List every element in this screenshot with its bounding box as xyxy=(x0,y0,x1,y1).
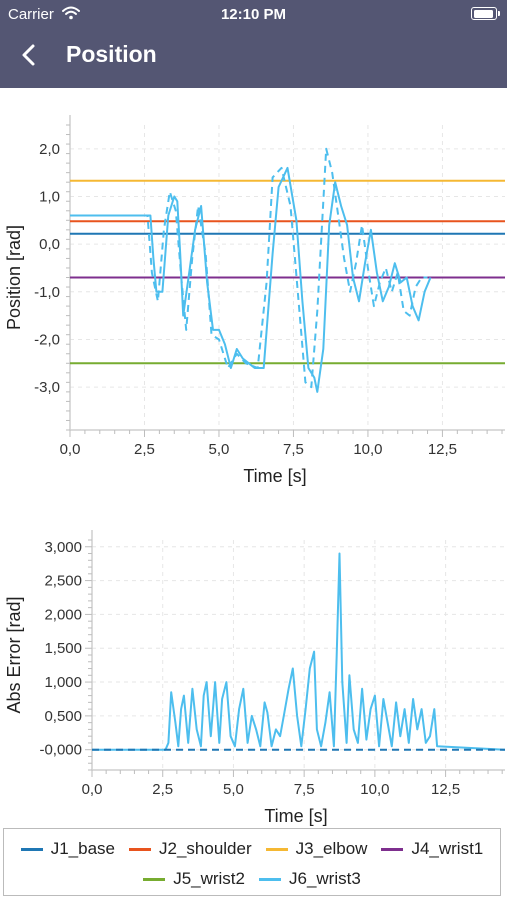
x-tick-label: 0,0 xyxy=(82,781,103,798)
legend-row: J5_wrist2 J6_wrist3 xyxy=(4,869,500,889)
x-tick-label: 2,5 xyxy=(134,441,155,458)
y-tick-label: -3,0 xyxy=(34,379,60,396)
y-tick-label: 1,000 xyxy=(44,674,82,691)
carrier-label: Carrier xyxy=(8,6,54,23)
legend-item-j5_wrist2: J5_wrist2 xyxy=(143,869,245,889)
legend-swatch xyxy=(20,847,43,851)
x-tick-label: 0,0 xyxy=(60,441,81,458)
series-line-j6_wrist3 xyxy=(70,147,428,389)
legend-item-j4_wrist1: J4_wrist1 xyxy=(381,839,483,859)
legend-swatch xyxy=(265,847,288,851)
page-title: Position xyxy=(66,41,157,67)
x-tick-label: 7,5 xyxy=(283,441,304,458)
y-axis-label: Position [rad] xyxy=(4,225,24,330)
legend-row: J1_base J2_shoulder J3_elbow J4_wrist1 xyxy=(4,839,500,859)
y-tick-label: 2,000 xyxy=(44,606,82,623)
chart-legend: J1_base J2_shoulder J3_elbow J4_wrist1 J5_w… xyxy=(3,828,501,896)
wifi-icon xyxy=(62,6,80,25)
x-tick-label: 7,5 xyxy=(294,781,315,798)
y-tick-label: -2,0 xyxy=(34,331,60,348)
y-tick-label: 3,000 xyxy=(44,539,82,556)
x-tick-label: 10,0 xyxy=(360,781,389,798)
y-tick-label: 2,0 xyxy=(39,141,60,158)
x-tick-label: 12,5 xyxy=(428,441,457,458)
y-tick-label: 0,500 xyxy=(44,708,82,725)
y-tick-label: -1,0 xyxy=(34,284,60,301)
y-axis-label: Abs Error [rad] xyxy=(4,596,24,713)
legend-item-j3_elbow: J3_elbow xyxy=(265,839,368,859)
legend-swatch xyxy=(129,847,151,851)
back-button[interactable] xyxy=(14,41,44,71)
x-tick-label: 5,0 xyxy=(223,781,244,798)
y-tick-label: 2,500 xyxy=(44,573,82,590)
y-tick-label: 1,500 xyxy=(44,640,82,657)
series-line-j6_wrist3 xyxy=(70,166,432,393)
abs-error-chart: 0,0 2,5 5,0 7,5 10,0 12,5 3,000 2,500 2,000 1,500… xyxy=(4,530,505,826)
legend-item-j6_wrist3: J6_wrist3 xyxy=(259,869,361,889)
nav-bar: Position xyxy=(0,30,507,88)
legend-swatch xyxy=(259,877,281,881)
x-tick-label: 5,0 xyxy=(209,441,230,458)
y-tick-label: -0,000 xyxy=(39,742,82,759)
position-chart: 0,0 2,5 5,0 7,5 10,0 12,5 2,0 1,0 0,0 -1,0 -2,0 -3,… xyxy=(4,115,505,486)
x-tick-label: 12,5 xyxy=(431,781,460,798)
clock-label: 12:10 PM xyxy=(220,6,287,23)
status-bar: Carrier 12:10 PM xyxy=(0,0,507,30)
x-axis-label: Time [s] xyxy=(243,466,306,486)
x-tick-label: 2,5 xyxy=(152,781,173,798)
x-tick-label: 10,0 xyxy=(353,441,382,458)
legend-label: J5_wrist2 xyxy=(173,869,245,888)
y-tick-label: 1,0 xyxy=(39,188,60,205)
x-axis-label: Time [s] xyxy=(264,806,327,826)
series-line-j6_wrist3 xyxy=(92,552,505,751)
legend-item-j1_base: J1_base xyxy=(20,839,115,859)
y-tick-label: 0,0 xyxy=(39,236,60,253)
legend-label: J4_wrist1 xyxy=(411,839,484,858)
legend-label: J1_base xyxy=(50,839,115,858)
legend-label: J2_shoulder xyxy=(159,839,252,858)
legend-label: J6_wrist3 xyxy=(289,869,361,888)
grid xyxy=(91,540,505,770)
chevron-left-icon xyxy=(22,44,35,66)
battery-icon xyxy=(471,7,500,20)
legend-swatch xyxy=(143,877,166,881)
legend-swatch xyxy=(381,847,404,851)
legend-label: J3_elbow xyxy=(295,839,368,858)
legend-item-j2_shoulder: J2_shoulder xyxy=(129,839,252,859)
